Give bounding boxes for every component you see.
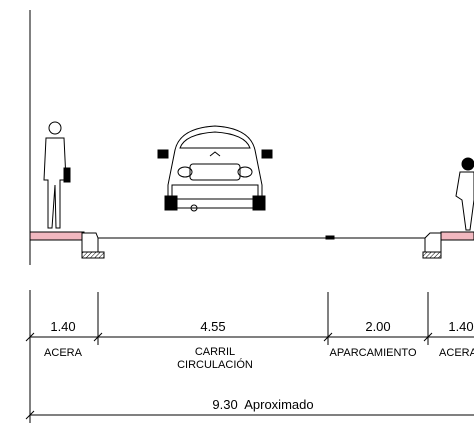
dimension-length: 1.40 [448,319,473,334]
dimension-label: CARRIL [195,346,235,358]
dimension-length: 2.00 [365,319,390,334]
pedestrian-right [455,157,474,231]
pedestrian-left [43,121,71,229]
dimension-length: 4.55 [200,319,225,334]
dimension-label: CIRCULACIÓN [177,358,253,371]
dimension-length: 1.40 [50,319,75,334]
total-width: 9.30 Aproximado [212,397,313,412]
car [157,125,273,212]
dimension-label: ACERA [439,347,474,359]
dimension-label: ACERA [44,347,83,359]
section-drawing [29,10,474,265]
dimension-lines [25,290,474,423]
dimension-label: APARCAMIENTO [330,347,417,359]
